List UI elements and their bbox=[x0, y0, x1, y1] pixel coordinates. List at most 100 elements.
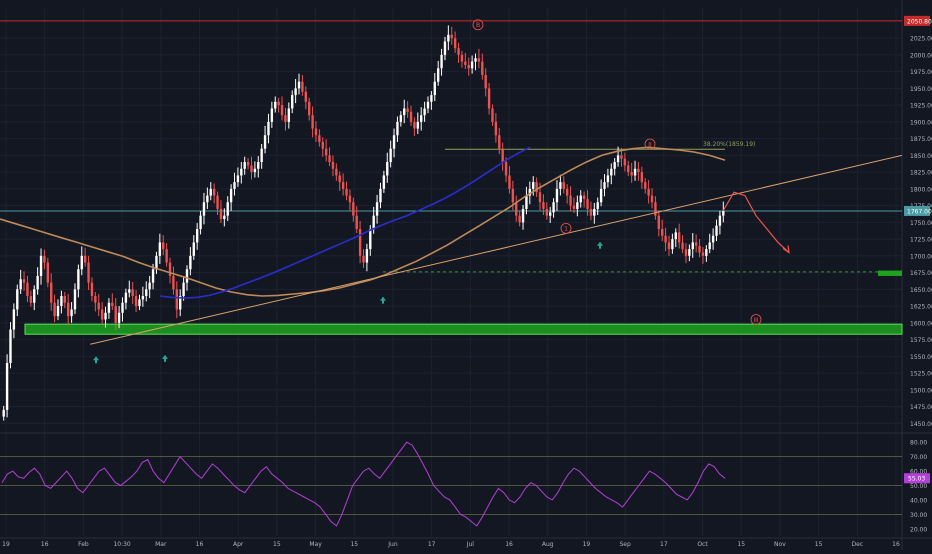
time-tick-label: 16 bbox=[505, 541, 513, 548]
candle-body bbox=[711, 235, 715, 243]
candle bbox=[141, 286, 145, 307]
candle bbox=[301, 74, 304, 96]
candle-body bbox=[620, 155, 623, 159]
candle-body bbox=[559, 182, 562, 189]
candle-body bbox=[87, 262, 90, 283]
candle-body bbox=[134, 296, 138, 307]
arrow-up-icon bbox=[162, 354, 168, 362]
candle bbox=[599, 179, 603, 207]
candle bbox=[616, 146, 620, 167]
time-tick-label: May bbox=[309, 541, 322, 548]
price-tick-label: 1500.00 bbox=[910, 387, 932, 394]
candle bbox=[97, 294, 100, 317]
candle-body bbox=[19, 279, 22, 290]
projection-arrowhead bbox=[782, 245, 790, 254]
candle bbox=[134, 290, 138, 313]
rsi-line bbox=[1, 441, 726, 527]
candle-body bbox=[335, 168, 338, 176]
candle bbox=[535, 177, 538, 197]
price-tick-label: 1825.00 bbox=[910, 170, 932, 177]
candle bbox=[260, 143, 263, 169]
candle bbox=[202, 192, 206, 225]
candle bbox=[43, 249, 46, 270]
candle bbox=[684, 243, 688, 264]
candle bbox=[711, 228, 715, 250]
candle-body bbox=[498, 135, 501, 149]
candle-body bbox=[246, 162, 250, 166]
time-tick-label: 19 bbox=[2, 541, 10, 548]
candle bbox=[552, 198, 555, 218]
candle bbox=[87, 255, 90, 291]
candle bbox=[100, 302, 104, 325]
candle-body bbox=[267, 121, 270, 136]
candle bbox=[518, 210, 521, 227]
candle bbox=[335, 163, 338, 181]
candle-body bbox=[369, 229, 372, 250]
candle bbox=[555, 180, 559, 211]
rsi-tick-label: 50.00 bbox=[910, 483, 927, 490]
arrow-up-icon bbox=[93, 356, 99, 364]
candle bbox=[324, 139, 328, 162]
ma-slow-line bbox=[0, 146, 726, 297]
candle bbox=[70, 302, 73, 323]
time-tick-label: Feb bbox=[78, 541, 89, 548]
candle-body bbox=[596, 202, 599, 209]
candle bbox=[158, 233, 162, 264]
candle bbox=[212, 183, 216, 204]
candle bbox=[308, 97, 311, 121]
candle-body bbox=[426, 101, 430, 109]
time-tick-label: 16 bbox=[196, 541, 204, 548]
candle-body bbox=[582, 195, 586, 199]
current-price-box bbox=[904, 205, 930, 216]
candle bbox=[257, 156, 260, 178]
candle bbox=[199, 210, 202, 235]
candle-body bbox=[610, 168, 613, 176]
candle-body bbox=[535, 182, 538, 193]
candle-body bbox=[73, 289, 77, 310]
candle-body bbox=[260, 148, 263, 163]
time-tick-label: Oct bbox=[697, 541, 708, 548]
candle-body bbox=[39, 255, 43, 276]
candle-body bbox=[308, 101, 311, 116]
candle bbox=[606, 168, 610, 188]
candle-body bbox=[26, 282, 29, 297]
candle-body bbox=[552, 202, 555, 213]
candle-body bbox=[613, 162, 616, 169]
candle bbox=[453, 31, 457, 53]
candle-body bbox=[128, 289, 131, 293]
candle-body bbox=[423, 108, 426, 116]
time-tick-label: 17 bbox=[660, 541, 668, 548]
candle-body bbox=[565, 188, 569, 196]
candle bbox=[627, 160, 630, 177]
candle bbox=[121, 297, 124, 322]
time-tick-label: Mar bbox=[155, 541, 167, 548]
candle bbox=[297, 73, 301, 95]
candle-body bbox=[145, 289, 148, 297]
candle bbox=[582, 191, 586, 208]
candle bbox=[148, 275, 151, 299]
candle-body bbox=[701, 252, 705, 256]
price-tick-label: 1675.00 bbox=[910, 270, 932, 277]
candle-body bbox=[151, 269, 155, 283]
candle-body bbox=[409, 111, 413, 122]
candle bbox=[396, 116, 399, 142]
candle bbox=[674, 228, 677, 248]
candle-body bbox=[29, 296, 33, 303]
candle bbox=[60, 290, 63, 314]
candle-body bbox=[111, 302, 114, 307]
arrow-up-icon bbox=[380, 296, 386, 304]
candle bbox=[233, 172, 236, 196]
candle bbox=[19, 269, 22, 295]
candle-body bbox=[375, 202, 379, 216]
candle-body bbox=[80, 255, 83, 270]
candle bbox=[348, 189, 352, 211]
candle bbox=[250, 156, 253, 180]
candle bbox=[50, 273, 53, 311]
candle-body bbox=[542, 202, 545, 209]
candle-body bbox=[155, 255, 158, 270]
candle-body bbox=[637, 168, 640, 173]
candle-body bbox=[487, 88, 491, 109]
candle-body bbox=[515, 202, 518, 216]
candle bbox=[33, 285, 36, 311]
